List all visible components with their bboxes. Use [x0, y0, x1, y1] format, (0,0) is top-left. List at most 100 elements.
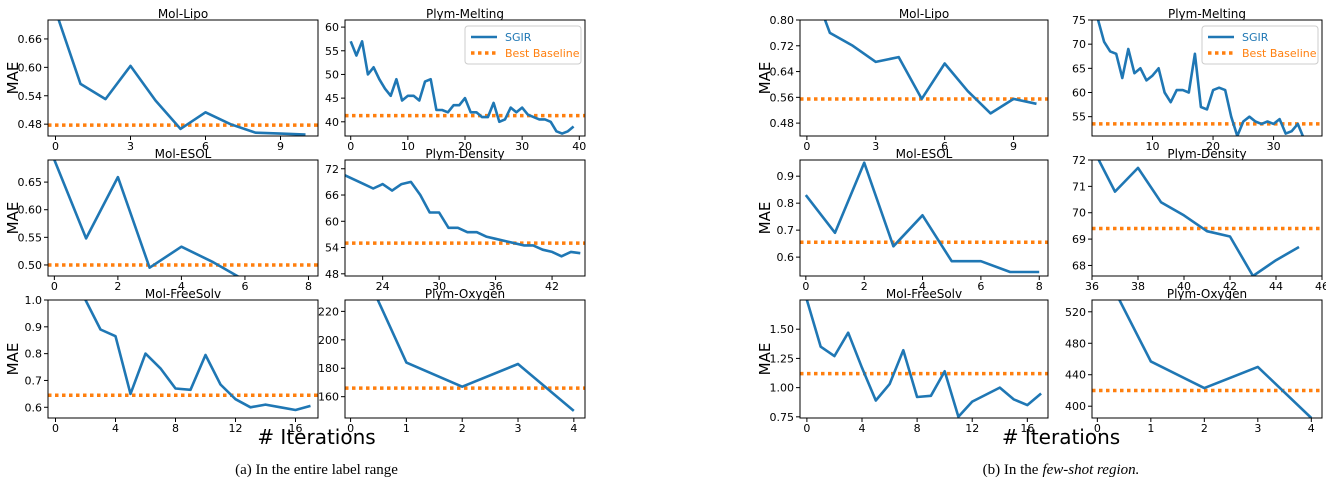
- axes-frame: [799, 159, 1049, 277]
- y-axis-label: MAE: [4, 202, 22, 235]
- x-tick-label: 40: [572, 140, 586, 153]
- x-tick-label: 44: [1269, 280, 1283, 293]
- x-tick-label: 10: [401, 140, 415, 153]
- x-tick-label: 4: [178, 280, 185, 293]
- axes-frame: [344, 159, 586, 277]
- x-tick-label: 6: [977, 280, 984, 293]
- series-line: [1096, 20, 1305, 136]
- y-tick-label: 1.25: [770, 352, 795, 365]
- y-axis-label: MAE: [756, 62, 774, 95]
- y-tick-label: 0.8: [25, 348, 43, 361]
- series-line: [1117, 300, 1313, 418]
- series-line: [345, 174, 581, 258]
- y-tick-label: 0.6: [25, 401, 43, 414]
- x-tick-label: 1: [1147, 422, 1154, 435]
- x-tick-label: 40: [1177, 280, 1191, 293]
- x-tick-label: 30: [515, 140, 529, 153]
- legend-label: Best Baseline: [1242, 47, 1317, 60]
- y-tick-label: 0.9: [777, 170, 795, 183]
- series-line: [823, 20, 1037, 115]
- chart-title: Mol-Lipo: [899, 7, 949, 21]
- chart-title: Mol-ESOL: [155, 147, 212, 161]
- axes-frame: [47, 159, 319, 277]
- y-tick-label: 60: [325, 21, 339, 34]
- x-tick-label: 9: [1010, 140, 1017, 153]
- x-tick-label: 42: [1223, 280, 1237, 293]
- x-tick-label: 36: [1085, 280, 1099, 293]
- y-tick-label: 70: [1072, 38, 1086, 51]
- y-tick-label: 54: [325, 242, 339, 255]
- y-tick-label: 0.7: [25, 374, 43, 387]
- series-line: [804, 161, 1040, 274]
- y-axis-label: MAE: [4, 343, 22, 376]
- x-tick-label: 0: [802, 280, 809, 293]
- y-tick-label: 0.75: [770, 411, 795, 424]
- x-tick-label: 30: [1267, 140, 1281, 153]
- x-tick-label: 0: [803, 140, 810, 153]
- axes-frame: [47, 19, 319, 137]
- series-line: [1097, 160, 1300, 276]
- y-tick-label: 72: [1072, 154, 1086, 167]
- x-tick-label: 0: [1094, 422, 1101, 435]
- x-tick-label: 3: [1254, 422, 1261, 435]
- axes-frame: [1091, 19, 1323, 137]
- x-tick-label: 30: [432, 280, 446, 293]
- x-tick-label: 4: [919, 280, 926, 293]
- y-tick-label: 440: [1065, 369, 1086, 382]
- x-tick-label: 4: [1308, 422, 1315, 435]
- chart-title: Plym-Density: [1167, 147, 1246, 161]
- y-tick-label: 0.66: [18, 33, 43, 46]
- y-tick-label: 0.64: [770, 66, 795, 79]
- series-line: [57, 20, 306, 136]
- x-tick-label: 20: [458, 140, 472, 153]
- x-tick-label: 4: [859, 422, 866, 435]
- x-tick-label: 12: [965, 422, 979, 435]
- axes-frame: [799, 19, 1049, 137]
- chart-title: Mol-FreeSolv: [886, 287, 962, 301]
- chart-title: Plym-Oxygen: [425, 287, 505, 301]
- y-tick-label: 160: [318, 391, 339, 404]
- x-tick-label: 42: [545, 280, 559, 293]
- y-tick-label: 66: [325, 189, 339, 202]
- x-tick-label: 3: [872, 140, 879, 153]
- x-tick-label: 0: [803, 422, 810, 435]
- y-tick-label: 180: [318, 362, 339, 375]
- y-tick-label: 0.60: [18, 61, 43, 74]
- y-tick-label: 220: [318, 305, 339, 318]
- chart-title: Mol-ESOL: [896, 147, 953, 161]
- y-tick-label: 0.80: [770, 14, 795, 27]
- series-line: [805, 300, 1042, 418]
- series-line: [349, 40, 575, 135]
- chart-title: Plym-Density: [425, 147, 504, 161]
- legend-label: SGIR: [505, 31, 532, 44]
- y-tick-label: 70: [1072, 207, 1086, 220]
- y-tick-label: 60: [1072, 87, 1086, 100]
- x-tick-label: 8: [1036, 280, 1043, 293]
- x-tick-label: 8: [305, 280, 312, 293]
- y-tick-label: 45: [325, 92, 339, 105]
- y-tick-label: 0.8: [777, 197, 795, 210]
- y-tick-label: 0.7: [777, 224, 795, 237]
- y-tick-label: 0.72: [770, 40, 795, 53]
- x-tick-label: 2: [861, 280, 868, 293]
- y-tick-label: 0.48: [18, 118, 43, 131]
- chart-title: Mol-Lipo: [158, 7, 208, 21]
- caption-emphasis: few-shot region.: [1042, 462, 1139, 478]
- y-tick-label: 480: [1065, 337, 1086, 350]
- x-tick-label: 4: [112, 422, 119, 435]
- x-tick-label: 10: [1146, 140, 1160, 153]
- y-tick-label: 48: [325, 268, 339, 281]
- y-tick-label: 0.9: [25, 321, 43, 334]
- y-tick-label: 0.60: [18, 204, 43, 217]
- y-tick-label: 1.0: [25, 294, 43, 307]
- x-tick-label: 36: [489, 280, 503, 293]
- x-tick-label: 0: [51, 280, 58, 293]
- y-tick-label: 75: [1072, 14, 1086, 27]
- series-line: [376, 300, 575, 412]
- axes-frame: [47, 299, 319, 419]
- x-tick-label: 9: [277, 140, 284, 153]
- y-tick-label: 200: [318, 334, 339, 347]
- x-tick-label: 12: [229, 422, 243, 435]
- chart-title: Plym-Melting: [1168, 7, 1246, 21]
